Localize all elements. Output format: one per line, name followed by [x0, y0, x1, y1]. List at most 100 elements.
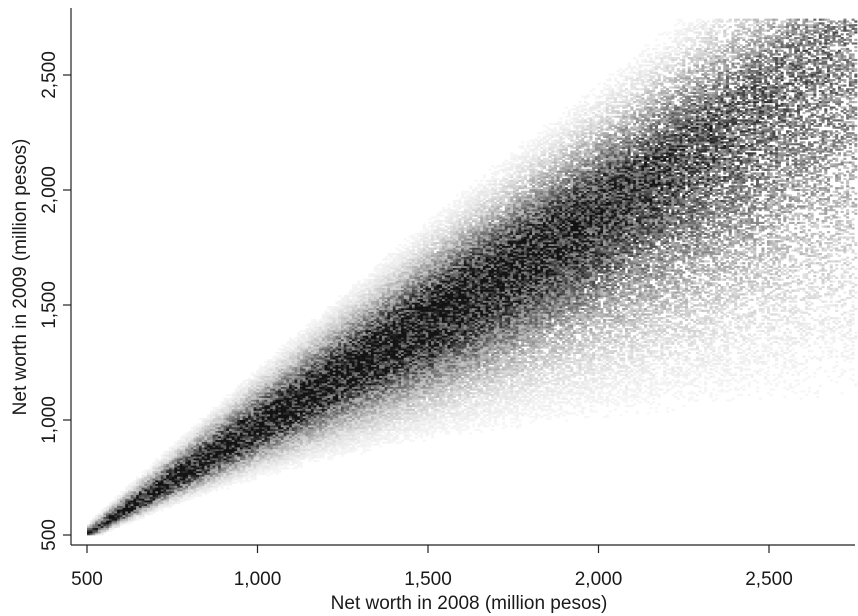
heatmap-cell: [256, 448, 260, 452]
heatmap-cell: [152, 467, 156, 470]
heatmap-cell: [349, 362, 353, 366]
heatmap-cell: [231, 469, 235, 472]
heatmap-cell: [278, 397, 282, 400]
heatmap-cell: [215, 461, 219, 464]
heatmap-cell: [299, 430, 304, 433]
heatmap-cell: [360, 373, 364, 376]
heatmap-cell: [267, 408, 271, 411]
heatmap-cell: [237, 406, 241, 409]
heatmap-cell: [204, 425, 208, 428]
heatmap-cell: [201, 432, 205, 435]
heatmap-cell: [269, 425, 273, 428]
heatmap-cell: [138, 487, 142, 490]
heatmap-cell: [330, 419, 334, 422]
heatmap-cell: [346, 353, 350, 356]
heatmap-cell: [149, 505, 153, 508]
heatmap-cell: [351, 414, 355, 417]
heatmap-cell: [327, 357, 331, 360]
heatmap-cell: [201, 443, 205, 446]
heatmap-cell: [338, 317, 342, 320]
heatmap-cell: [237, 432, 241, 435]
heatmap-cell: [212, 410, 216, 413]
heatmap-cell: [305, 404, 309, 408]
heatmap-cell: [185, 476, 189, 479]
heatmap-cell: [321, 366, 325, 369]
heatmap-cell: [354, 399, 358, 402]
heatmap-cell: [278, 359, 282, 362]
heatmap-cell: [321, 344, 325, 347]
heatmap-cell: [340, 425, 344, 428]
heatmap-cell: [324, 437, 328, 441]
heatmap-cell: [272, 465, 276, 468]
heatmap-cell: [147, 505, 151, 508]
heatmap-cell: [218, 406, 222, 409]
heatmap-cell: [330, 437, 334, 441]
heatmap-cell: [253, 399, 257, 402]
heatmap-cell: [321, 313, 325, 316]
heatmap-cell: [188, 434, 192, 437]
heatmap-cell: [340, 421, 344, 424]
heatmap-cell: [207, 458, 211, 461]
heatmap-cell: [289, 450, 293, 453]
heatmap-cell: [201, 461, 205, 464]
heatmap-cell: [357, 403, 361, 406]
heatmap-cell: [275, 364, 279, 367]
heatmap-cell: [340, 386, 344, 389]
heatmap-cell: [321, 421, 325, 424]
heatmap-cell: [362, 390, 366, 393]
heatmap-cell: [343, 300, 347, 303]
heatmap-cell: [294, 465, 298, 468]
heatmap-cell: [283, 368, 287, 371]
heatmap-cell: [207, 414, 211, 417]
heatmap-cell: [220, 458, 224, 461]
heatmap-cell: [302, 337, 306, 340]
heatmap-cell: [316, 355, 320, 358]
heatmap-cell: [360, 291, 364, 294]
heatmap-cell: [319, 441, 323, 444]
heatmap-cell: [321, 379, 325, 382]
heatmap-cell: [215, 485, 219, 488]
heatmap-cell: [332, 394, 336, 397]
heatmap-cell: [152, 503, 156, 506]
heatmap-cell: [327, 436, 331, 439]
heatmap-cell: [207, 465, 211, 468]
heatmap-cell: [280, 432, 284, 435]
heatmap-cell: [316, 329, 320, 333]
heatmap-cell: [280, 450, 284, 453]
heatmap-cell: [166, 491, 170, 494]
heatmap-cell: [228, 412, 233, 415]
heatmap-cell: [291, 346, 295, 349]
heatmap-cell: [319, 417, 323, 420]
heatmap-cell: [144, 500, 148, 503]
heatmap-cell: [349, 348, 353, 351]
heatmap-cell: [220, 432, 224, 435]
heatmap-cell: [248, 476, 252, 479]
heatmap-cell: [256, 419, 260, 422]
heatmap-cell: [354, 381, 358, 384]
heatmap-cell: [297, 415, 301, 419]
heatmap-cell: [127, 514, 131, 517]
heatmap-cell: [239, 467, 243, 470]
heatmap-cell: [349, 350, 353, 353]
heatmap-cell: [286, 362, 290, 366]
heatmap-cell: [327, 441, 331, 444]
heatmap-cell: [349, 447, 353, 450]
heatmap-cell: [351, 342, 355, 345]
heatmap-cell: [144, 492, 148, 496]
heatmap-cell: [212, 476, 216, 479]
heatmap-cell: [223, 483, 227, 486]
heatmap-cell: [313, 412, 317, 415]
heatmap-cell: [242, 432, 246, 435]
heatmap-cell: [362, 372, 366, 375]
heatmap-cell: [188, 445, 192, 448]
heatmap-cell: [209, 430, 213, 433]
heatmap-cell: [155, 487, 159, 490]
heatmap-cell: [302, 417, 306, 420]
heatmap-cell: [272, 447, 276, 450]
heatmap-cell: [261, 390, 265, 393]
heatmap-cell: [147, 502, 151, 505]
heatmap-cell: [220, 434, 224, 437]
heatmap-cell: [209, 417, 213, 420]
heatmap-cell: [250, 372, 254, 375]
heatmap-cell: [275, 359, 279, 362]
